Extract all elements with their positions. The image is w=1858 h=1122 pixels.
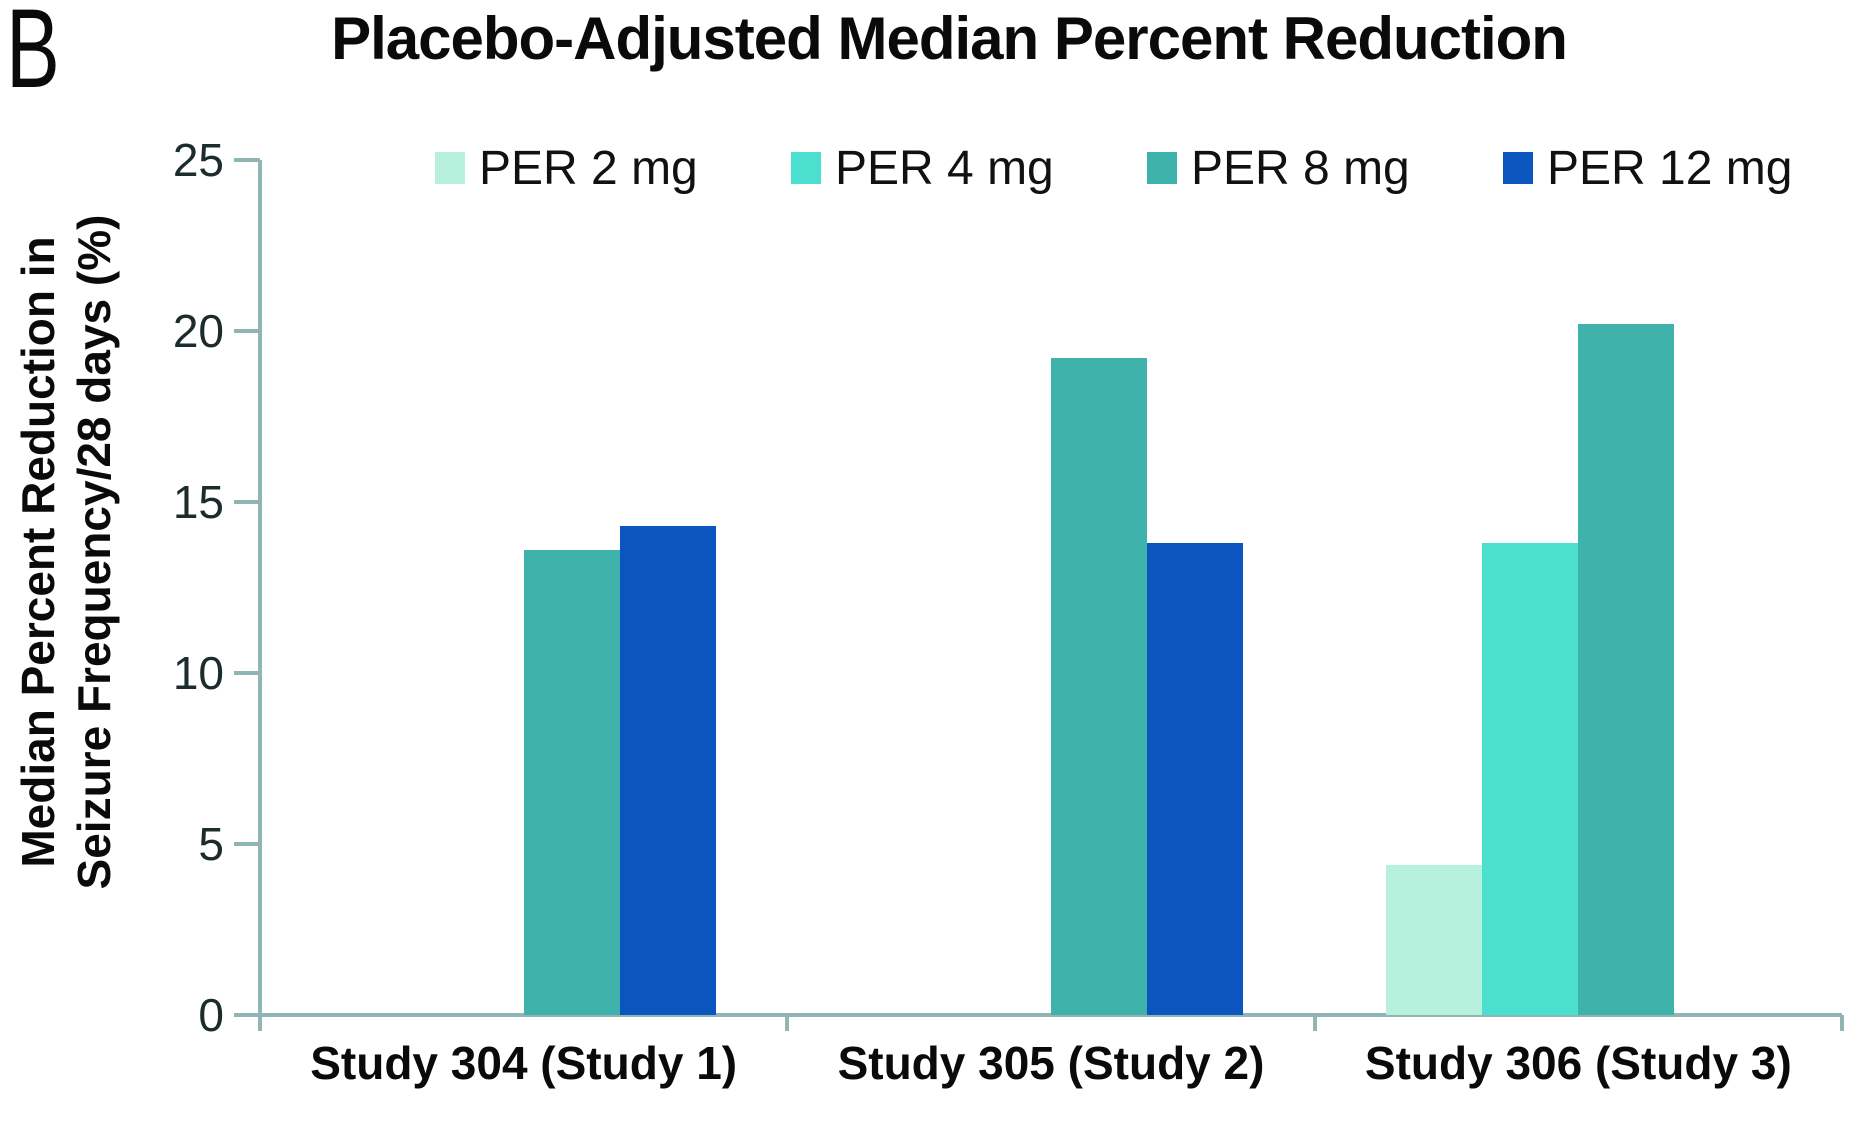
- bar-per-12-mg-study-305-study-2: [1147, 543, 1243, 1015]
- y-axis-tick: [234, 500, 260, 504]
- bar-per-4-mg-study-306-study-3: [1482, 543, 1579, 1015]
- x-axis-tick: [785, 1015, 790, 1031]
- legend-item-per-4-mg: PER 4 mg: [791, 142, 1054, 195]
- y-tick-label: 0: [198, 989, 224, 1041]
- x-axis-line: [260, 1013, 1842, 1017]
- bar-per-8-mg-study-306-study-3: [1578, 324, 1675, 1015]
- x-axis-tick: [1840, 1015, 1844, 1031]
- y-axis-tick: [234, 671, 260, 675]
- x-category-label: Study 305 (Study 2): [837, 1037, 1265, 1089]
- legend-label: PER 4 mg: [835, 141, 1054, 195]
- bar-per-8-mg-study-305-study-2: [1051, 358, 1147, 1015]
- bar-per-2-mg-study-306-study-3: [1386, 864, 1483, 1015]
- chart-title: Placebo-Adjusted Median Percent Reductio…: [331, 5, 1568, 72]
- legend-label: PER 12 mg: [1547, 141, 1793, 195]
- panel-label: B: [6, 0, 60, 111]
- y-axis-tick: [234, 842, 260, 846]
- y-tick-label: 5: [198, 818, 224, 870]
- x-category-label: Study 304 (Study 1): [310, 1037, 738, 1089]
- y-axis-title-line-1: Median Percent Reduction in: [12, 236, 64, 868]
- y-tick-label: 10: [172, 647, 224, 699]
- x-axis-tick: [1312, 1015, 1317, 1031]
- bar-per-12-mg-study-304-study-1: [619, 525, 716, 1015]
- legend-item-per-12-mg: PER 12 mg: [1503, 142, 1792, 195]
- legend-swatch-per-4-mg-icon: [791, 152, 821, 184]
- legend-swatch-per-2-mg-icon: [435, 152, 465, 184]
- y-axis-tick: [234, 329, 260, 333]
- y-axis-tick: [234, 158, 260, 162]
- legend-label: PER 2 mg: [479, 141, 698, 195]
- y-tick-label: 25: [172, 134, 224, 186]
- legend-swatch-per-8-mg-icon: [1147, 152, 1177, 184]
- x-category-label: Study 306 (Study 3): [1364, 1037, 1792, 1089]
- legend-label: PER 8 mg: [1191, 141, 1410, 195]
- y-axis-tick: [234, 1013, 260, 1017]
- legend-item-per-8-mg: PER 8 mg: [1147, 142, 1410, 195]
- legend-swatch-per-12-mg-icon: [1503, 152, 1533, 184]
- x-axis-tick: [258, 1015, 262, 1031]
- y-tick-label: 15: [172, 476, 224, 528]
- y-tick-label: 20: [172, 305, 224, 357]
- y-axis-line: [258, 160, 262, 1031]
- legend-item-per-2-mg: PER 2 mg: [435, 142, 698, 195]
- bar-per-8-mg-study-304-study-1: [523, 549, 620, 1015]
